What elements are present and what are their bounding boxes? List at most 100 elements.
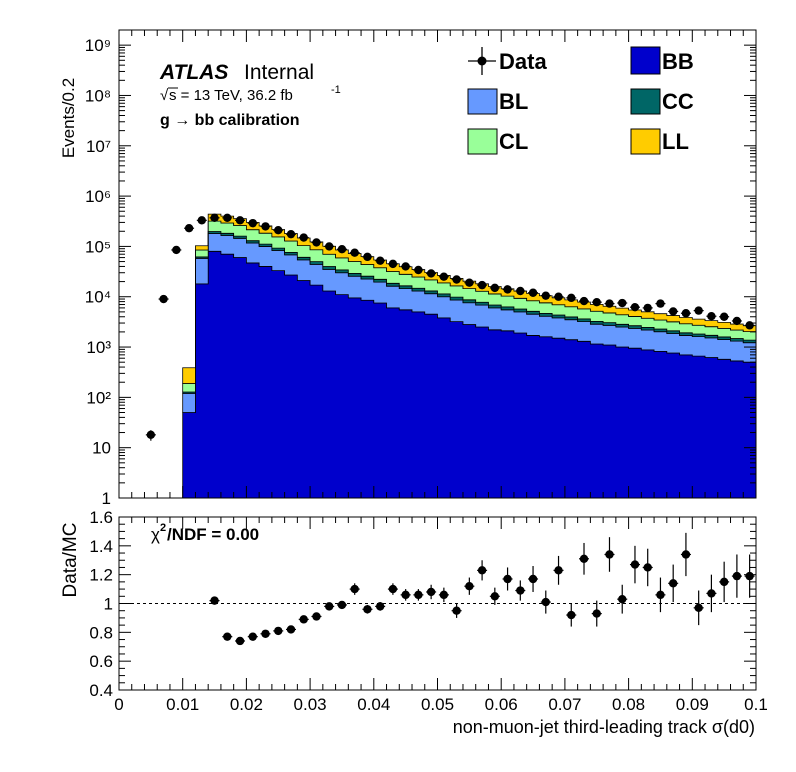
data-point: [312, 238, 321, 247]
data-point: [274, 226, 283, 235]
lumi-exponent: -1: [331, 84, 341, 96]
ratio-point: [452, 606, 461, 615]
ratio-point: [618, 594, 627, 604]
x-tick-label: 0.03: [294, 695, 327, 714]
data-point: [707, 312, 716, 321]
ratio-point: [363, 605, 372, 614]
ratio-point: [490, 592, 500, 601]
x-tick-label: 0.01: [166, 695, 199, 714]
ratio-point: [656, 590, 665, 600]
ratio-point: [528, 574, 538, 584]
energy-lumi-text: s = 13 TeV, 36.2 fb: [169, 87, 293, 104]
ratio-point: [350, 584, 359, 594]
ratio-point: [579, 554, 589, 564]
legend-entry-bl: BL: [467, 88, 528, 115]
ratio-point: [261, 629, 270, 638]
data-point: [477, 280, 487, 290]
data-point: [719, 312, 729, 321]
legend-bb-swatch: [630, 46, 661, 75]
ratio-point: [299, 615, 308, 624]
main-y-tick-label: 10³: [86, 338, 111, 357]
main-y-tick-label: 10⁸: [85, 86, 111, 105]
data-point: [694, 306, 703, 315]
legend-bl-swatch: [467, 88, 498, 115]
data-point: [210, 213, 219, 223]
data-point: [567, 293, 576, 303]
chi2-symbol: χ: [151, 525, 160, 544]
legend-ll-swatch: [630, 128, 661, 155]
data-point: [401, 262, 410, 271]
ratio-y-tick-label: 1.4: [89, 537, 113, 556]
chi2-superscript: 2: [160, 522, 166, 534]
ratio-point: [248, 632, 257, 641]
data-point: [248, 218, 257, 228]
x-axis-label: non-muon-jet third-leading track σ(d0): [453, 717, 755, 737]
ratio-point: [592, 609, 601, 618]
ratio-point: [235, 636, 245, 646]
x-tick-label: 0: [114, 695, 123, 714]
sqrt-symbol: √: [160, 87, 169, 104]
data-point: [465, 278, 474, 287]
chi2-value: /NDF = 0.00: [167, 525, 259, 544]
ratio-point: [414, 590, 423, 600]
ratio-point: [477, 566, 487, 575]
ratio-y-axis-label: Data/MC: [60, 523, 81, 598]
ratio-point: [554, 566, 563, 575]
data-point: [325, 242, 334, 251]
x-tick-label: 0.05: [421, 695, 454, 714]
chi2-label: χ 2 /NDF = 0.00: [151, 522, 259, 544]
ratio-point: [210, 596, 219, 605]
data-point: [503, 285, 512, 294]
data-point: [172, 245, 181, 255]
ratio-y-tick-label: 0.4: [89, 681, 113, 700]
ratio-y-tick-label: 0.6: [89, 652, 113, 671]
main-y-tick-label: 1: [102, 489, 111, 508]
data-point: [223, 213, 232, 223]
legend-data-label: Data: [499, 49, 547, 74]
ratio-point: [439, 590, 449, 600]
data-point: [541, 291, 550, 300]
data-point: [681, 309, 691, 318]
main-y-tick-label: 10⁹: [85, 36, 111, 55]
data-point: [350, 248, 359, 257]
legend-ll-label: LL: [662, 129, 689, 154]
data-point: [388, 259, 398, 269]
legend-entry-ll: LL: [630, 128, 689, 155]
data-point: [745, 321, 754, 330]
ratio-point: [719, 577, 729, 587]
ratio-point: [707, 589, 716, 598]
ratio-point: [503, 574, 512, 584]
x-tick-label: 0.1: [744, 695, 768, 714]
legend-cc-label: CC: [662, 89, 694, 114]
main-y-tick-label: 10²: [86, 388, 111, 407]
legend-entry-cc: CC: [630, 88, 694, 115]
ratio-point: [745, 571, 754, 581]
data-point: [592, 297, 601, 307]
ratio-point: [325, 602, 334, 611]
ratio-y-tick-label: 1: [104, 595, 113, 614]
data-point: [579, 296, 589, 306]
data-point: [490, 283, 500, 293]
data-point: [618, 298, 627, 308]
ratio-point: [567, 610, 576, 620]
data-point: [375, 256, 385, 265]
data-point: [643, 303, 652, 313]
data-point: [286, 229, 296, 239]
main-y-tick-label: 10⁶: [85, 187, 111, 206]
ratio-point: [426, 587, 436, 597]
ratio-point: [630, 560, 640, 569]
data-point: [159, 294, 168, 304]
analysis-label: g → bb calibration: [160, 112, 300, 129]
data-point: [452, 275, 461, 284]
x-tick-label: 0.06: [485, 695, 518, 714]
main-y-tick-label: 10⁴: [85, 288, 111, 307]
ratio-plot-panel: 0.4 0.6 0.8 1 1.2 1.4 1.6 0 0.01 0.02 0.03 0.04 0.05…: [89, 508, 767, 714]
main-y-axis-label: Events/0.2: [59, 78, 78, 158]
data-point: [605, 299, 614, 308]
ratio-point: [541, 597, 550, 607]
ratio-point: [274, 626, 283, 636]
ratio-point: [643, 563, 652, 572]
data-point: [516, 286, 525, 296]
data-point: [414, 265, 423, 275]
legend-cl-label: CL: [499, 129, 528, 154]
